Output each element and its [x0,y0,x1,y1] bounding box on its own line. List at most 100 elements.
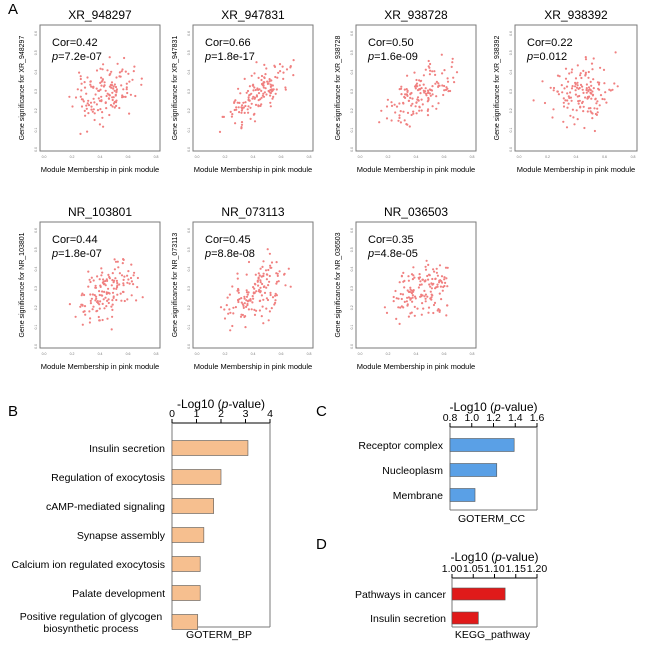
scatter-point [579,83,583,86]
scatter-point [275,282,278,285]
scatter-point [103,282,106,285]
scatter-point [89,293,92,296]
scatter-panel-xr948297: XR_948297 0.0 0.2 0.4 0.6 0.8 0.0 0.1 0.2 0.3 0.4 0… [19,8,161,174]
scatter-point [104,89,107,92]
scatter-point [567,80,570,83]
x-tick-label: 0.6 [279,352,284,356]
scatter-point [562,105,566,108]
scatter-point [378,121,381,124]
scatter-point [240,121,244,124]
scatter-point [442,93,445,97]
scatter-point [605,101,608,104]
scatter-point [253,313,257,316]
scatter-point [237,300,240,304]
scatter-point [584,74,587,77]
scatter-ylabel: Gene significance for XR_947831 [172,36,179,141]
scatter-point [574,85,577,88]
scatter-point [590,97,593,100]
scatter-point [106,279,109,282]
scatter-point [84,114,87,117]
scatter-point [449,89,452,93]
scatter-point [420,283,423,286]
bar [449,488,476,502]
scatter-point [125,88,128,91]
scatter-point [424,279,427,282]
scatter-point [99,81,102,84]
scatter-point [89,80,92,83]
scatter-point [284,284,287,287]
scatter-point [120,84,123,87]
scatter-title: NR_103801 [68,205,132,219]
scatter-point [601,97,604,101]
scatter-point [571,108,575,111]
scatter-point [412,110,415,113]
scatter-point [269,291,272,294]
scatter-point [234,122,237,125]
scatter-point [90,85,93,88]
bar [451,611,479,625]
scatter-point [126,274,129,277]
category-label: Nucleoplasm [382,465,443,477]
scatter-point [116,260,119,263]
scatter-point [255,94,258,97]
y-tick-label: 0.6 [509,31,513,36]
scatter-point [395,297,398,300]
x-tick-label: 0.4 [98,352,103,356]
scatter-point [591,90,594,93]
scatter-point [260,315,263,318]
scatter-point [424,293,427,296]
scatter-point [83,293,86,297]
scatter-point [112,87,115,90]
scatter-point [223,317,227,320]
scatter-point [71,105,74,108]
category-label: cAMP-mediated signaling [46,501,165,513]
scatter-point [270,88,273,91]
scatter-point [126,281,129,284]
scatter-point [277,280,280,283]
y-tick-label: 0.5 [350,247,354,252]
scatter-point [103,81,106,84]
scatter-point [592,87,595,90]
scatter-point [436,283,439,286]
category-label: biosynthetic process [43,623,138,635]
scatter-point [98,293,101,297]
scatter-point [237,299,240,302]
axis-tick-label: 1.15 [506,563,527,575]
scatter-point [110,328,113,331]
y-tick-label: 0.5 [34,50,38,55]
scatter-point [266,80,269,83]
scatter-point [84,313,87,316]
x-tick-label: 0.6 [602,155,607,159]
scatter-point [438,264,442,267]
scatter-point [93,294,96,297]
scatter-point [424,268,428,271]
scatter-point [436,285,439,288]
scatter-point [129,93,132,96]
scatter-point [219,306,223,309]
y-tick-label: 0.0 [350,344,354,349]
scatter-point [284,88,287,91]
scatter-point [107,291,110,294]
scatter-point [136,286,139,289]
scatter-point [406,111,410,114]
scatter-point [96,275,99,278]
y-tick-label: 0.0 [187,147,191,152]
scatter-point [598,104,601,107]
scatter-point [97,97,100,100]
scatter-ylabel: Gene significance for NR_103801 [19,232,26,337]
scatter-point [415,112,418,115]
scatter-point [423,289,426,292]
scatter-point [569,91,572,94]
scatter-point [262,322,265,325]
scatter-point [110,81,114,84]
scatter-point [255,309,258,312]
scatter-point [115,104,118,107]
scatter-point [258,309,261,312]
scatter-point [284,86,287,89]
scatter-point [238,101,241,104]
scatter-point [259,279,262,282]
scatter-point [263,81,266,84]
scatter-point [235,106,238,109]
scatter-xlabel: Module Membership in pink module [41,165,159,174]
scatter-point [232,312,235,315]
